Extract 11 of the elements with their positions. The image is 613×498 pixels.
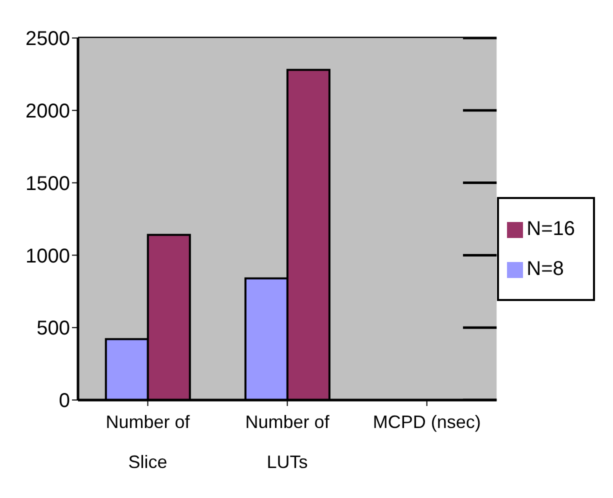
legend-label: N=16 xyxy=(526,218,575,240)
y-tick-label: 1000 xyxy=(26,245,70,268)
y-tick-label: 2500 xyxy=(26,28,70,50)
x-tick-label: Number of Slice xyxy=(106,412,191,472)
legend-label: N=8 xyxy=(526,258,564,280)
y-tick-label: 0 xyxy=(58,390,70,412)
x-tick-label: MCPD (nsec) xyxy=(372,412,481,432)
x-tick-label: Number of LUTs xyxy=(245,412,330,472)
y-tick-label: 2000 xyxy=(26,100,70,122)
y-tick-label: 500 xyxy=(36,318,70,340)
y-tick-label: 1500 xyxy=(26,172,70,195)
